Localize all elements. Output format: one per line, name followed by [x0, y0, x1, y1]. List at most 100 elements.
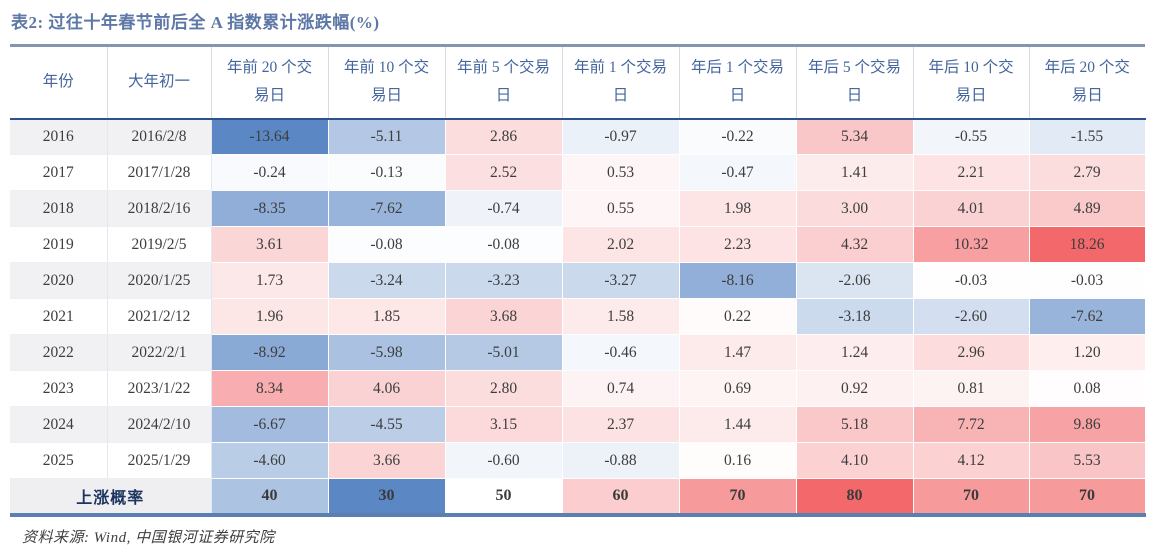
value-cell: 0.22 — [679, 298, 797, 335]
value-cell: -5.01 — [445, 334, 563, 371]
column-header: 年前 1 个交易日 — [562, 45, 680, 120]
value-cell: -0.88 — [562, 442, 680, 479]
value-cell: 5.18 — [796, 406, 914, 443]
value-cell: 0.55 — [562, 190, 680, 227]
value-cell: 5.34 — [796, 118, 914, 155]
table-header: 年份 大年初一 年前 20 个交易日 年前 10 个交易日 年前 5 个交易日 年前 1 … — [10, 45, 1145, 120]
value-cell: 2.52 — [445, 154, 563, 191]
value-cell: 0.53 — [562, 154, 680, 191]
value-cell: 2.86 — [445, 118, 563, 155]
year-cell: 2018 — [10, 190, 108, 227]
value-cell: 7.72 — [913, 406, 1030, 443]
year-cell: 2019 — [10, 226, 108, 263]
column-header: 年后 1 个交易日 — [679, 45, 797, 120]
column-header: 年后 10 个交易日 — [913, 45, 1030, 120]
year-cell: 2016 — [10, 118, 108, 155]
probability-cell: 70 — [913, 478, 1030, 515]
value-cell: -2.06 — [796, 262, 914, 299]
value-cell: -1.55 — [1029, 118, 1146, 155]
table-row: 2019 2019/2/5 3.61 -0.08 -0.08 2.02 2.23 4.32 10… — [10, 226, 1146, 263]
probability-cell: 80 — [796, 478, 914, 515]
date-cell: 2016/2/8 — [107, 118, 212, 155]
value-cell: 2.96 — [913, 334, 1030, 371]
date-cell: 2021/2/12 — [107, 298, 212, 335]
table-row: 2018 2018/2/16 -8.35 -7.62 -0.74 0.55 1.98 3.00… — [10, 190, 1146, 227]
probability-cell: 50 — [445, 478, 563, 515]
probability-cell: 60 — [562, 478, 680, 515]
table-row: 2025 2025/1/29 -4.60 3.66 -0.60 -0.88 0.16 4.10… — [10, 442, 1146, 479]
value-cell: -13.64 — [211, 118, 329, 155]
column-header: 年后 20 个交易日 — [1029, 45, 1145, 120]
year-cell: 2022 — [10, 334, 108, 371]
value-cell: -4.60 — [211, 442, 329, 479]
value-cell: -3.18 — [796, 298, 914, 335]
value-cell: -0.03 — [913, 262, 1030, 299]
value-cell: 10.32 — [913, 226, 1030, 263]
value-cell: -6.67 — [211, 406, 329, 443]
value-cell: -8.16 — [679, 262, 797, 299]
year-cell: 2020 — [10, 262, 108, 299]
table-row: 2022 2022/2/1 -8.92 -5.98 -5.01 -0.46 1.47 1.24… — [10, 334, 1146, 371]
column-header: 年前 10 个交易日 — [328, 45, 446, 120]
value-cell: -0.24 — [211, 154, 329, 191]
value-cell: -0.08 — [445, 226, 563, 263]
probability-label: 上涨概率 — [10, 478, 212, 515]
date-cell: 2025/1/29 — [107, 442, 212, 479]
value-cell: -5.98 — [328, 334, 446, 371]
year-cell: 2025 — [10, 442, 108, 479]
value-cell: 1.20 — [1029, 334, 1146, 371]
value-cell: 3.66 — [328, 442, 446, 479]
value-cell: 2.02 — [562, 226, 680, 263]
value-cell: 4.06 — [328, 370, 446, 407]
value-cell: -5.11 — [328, 118, 446, 155]
probability-row: 上涨概率 40 30 50 60 70 80 70 70 — [10, 478, 1146, 515]
year-cell: 2017 — [10, 154, 108, 191]
value-cell: 2.23 — [679, 226, 797, 263]
value-cell: 1.47 — [679, 334, 797, 371]
date-cell: 2017/1/28 — [107, 154, 212, 191]
year-cell: 2023 — [10, 370, 108, 407]
probability-cell: 30 — [328, 478, 446, 515]
value-cell: -0.60 — [445, 442, 563, 479]
value-cell: -0.22 — [679, 118, 797, 155]
source-note: 资料来源: Wind, 中国银河证券研究院 — [22, 529, 275, 546]
column-header: 年前 20 个交易日 — [211, 45, 329, 120]
value-cell: -7.62 — [1029, 298, 1146, 335]
value-cell: 4.12 — [913, 442, 1030, 479]
value-cell: -3.24 — [328, 262, 446, 299]
value-cell: 2.79 — [1029, 154, 1146, 191]
table-row: 2016 2016/2/8 -13.64 -5.11 2.86 -0.97 -0.22 5.3… — [10, 118, 1146, 155]
value-cell: -0.13 — [328, 154, 446, 191]
table-title: 表2: 过往十年春节前后全 A 指数累计涨跌幅(%) — [11, 13, 380, 32]
value-cell: 18.26 — [1029, 226, 1146, 263]
value-cell: -2.60 — [913, 298, 1030, 335]
year-cell: 2021 — [10, 298, 108, 335]
table-row: 2023 2023/1/22 8.34 4.06 2.80 0.74 0.69 0.92 0.8… — [10, 370, 1146, 407]
column-header: 年前 5 个交易日 — [445, 45, 563, 120]
value-cell: 0.92 — [796, 370, 914, 407]
value-cell: -7.62 — [328, 190, 446, 227]
header-row: 年份 大年初一 年前 20 个交易日 年前 10 个交易日 年前 5 个交易日 年前 1 … — [10, 45, 1145, 120]
date-cell: 2023/1/22 — [107, 370, 212, 407]
value-cell: 0.69 — [679, 370, 797, 407]
date-cell: 2018/2/16 — [107, 190, 212, 227]
probability-cell: 70 — [1029, 478, 1146, 515]
value-cell: -8.92 — [211, 334, 329, 371]
value-cell: 0.74 — [562, 370, 680, 407]
probability-cell: 40 — [211, 478, 329, 515]
value-cell: 0.16 — [679, 442, 797, 479]
column-header: 年后 5 个交易日 — [796, 45, 914, 120]
value-cell: -4.55 — [328, 406, 446, 443]
column-header: 年份 — [10, 45, 108, 120]
value-cell: 1.44 — [679, 406, 797, 443]
value-cell: -0.46 — [562, 334, 680, 371]
value-cell: 1.58 — [562, 298, 680, 335]
value-cell: 1.85 — [328, 298, 446, 335]
value-cell: 3.15 — [445, 406, 563, 443]
value-cell: 3.61 — [211, 226, 329, 263]
value-cell: 2.80 — [445, 370, 563, 407]
probability-cell: 70 — [679, 478, 797, 515]
value-cell: 1.96 — [211, 298, 329, 335]
value-cell: 1.24 — [796, 334, 914, 371]
